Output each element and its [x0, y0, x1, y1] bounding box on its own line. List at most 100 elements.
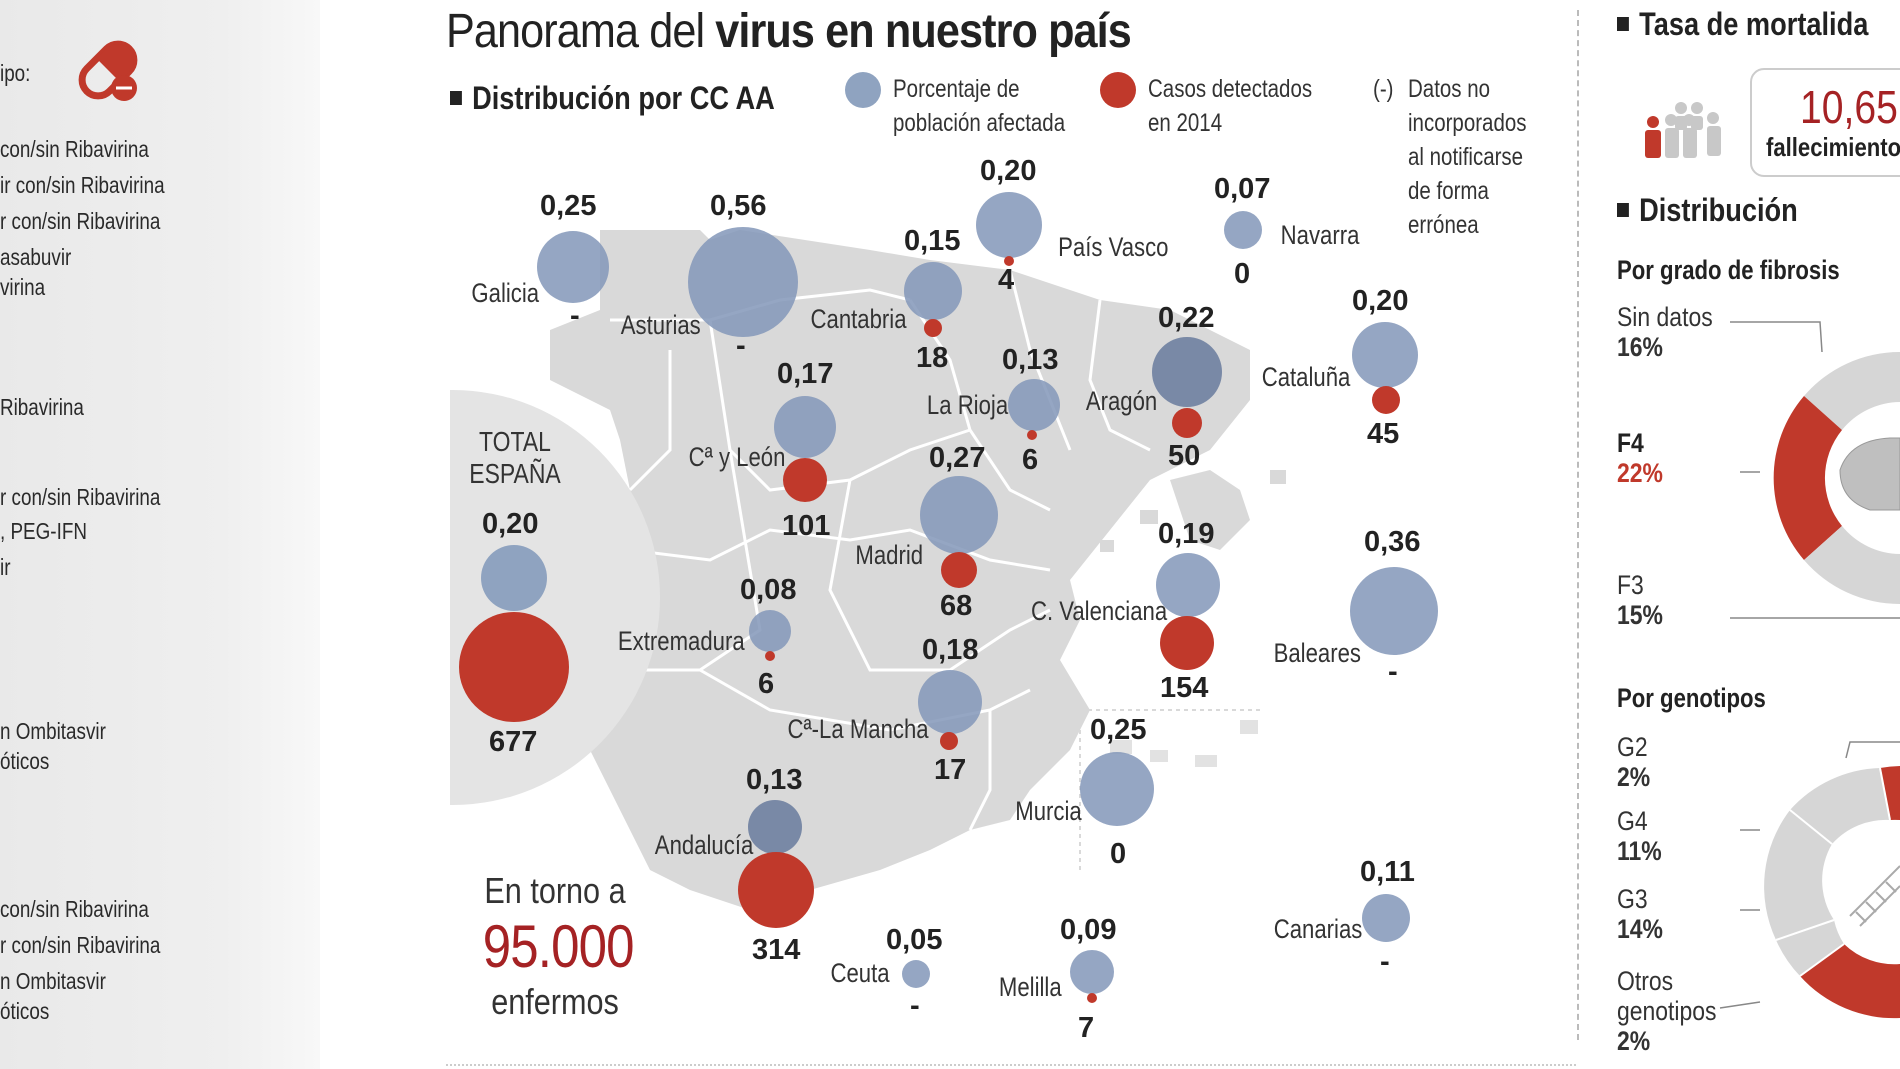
- region-cases-value: -: [736, 330, 746, 362]
- region-cases-dot: [1027, 430, 1037, 440]
- canarias-island: [1240, 720, 1258, 734]
- region-name: Ceuta: [830, 958, 890, 988]
- patients-line3: enfermos: [491, 981, 619, 1022]
- left-text-line: ir con/sin Ribavirina: [0, 172, 165, 198]
- region-border: [968, 710, 992, 831]
- region-name: Galicia: [471, 278, 540, 308]
- region-border: [1008, 269, 1072, 451]
- region-name: Asturias: [620, 310, 701, 340]
- donut-segment-f4: [1773, 396, 1842, 560]
- genotype-percent: 2%: [1617, 1026, 1651, 1056]
- region-cases-value: -: [910, 990, 920, 1022]
- left-text-line: r con/sin Ribavirina: [0, 932, 161, 958]
- fibrosis-label-f3: F3 15%: [1617, 570, 1663, 630]
- left-text-line: con/sin Ribavirina: [0, 136, 149, 162]
- region-cases-dot: [1160, 616, 1214, 670]
- genotype-percent: 2%: [1617, 762, 1651, 792]
- title-bold: virus en nuestro país: [715, 5, 1132, 58]
- leader-line: [1730, 321, 1823, 353]
- region-percent-bubble: [1224, 211, 1262, 249]
- patients-number: 95.000: [482, 913, 635, 980]
- fibrosis-percent: 15%: [1617, 600, 1663, 630]
- mortality-value: 10,65: [1800, 81, 1898, 133]
- square-bullet-icon: [450, 90, 462, 105]
- region-cases-dot: [941, 552, 977, 588]
- region-cases-value: 101: [782, 510, 831, 542]
- region-percent-bubble: [749, 610, 791, 652]
- canarias-island: [1195, 755, 1217, 767]
- mortality-label: fallecimiento: [1766, 132, 1900, 162]
- fibrosis-name: F3: [1617, 570, 1644, 600]
- baleares-islet: [1100, 540, 1114, 552]
- baleares-islet: [1140, 510, 1158, 524]
- donut-segment-otros: [1776, 920, 1844, 976]
- region-percent-value: 0,09: [1060, 914, 1117, 946]
- distribution-right-title: Distribución: [1617, 192, 1798, 229]
- leader-line: [1845, 741, 1900, 759]
- region-percent-bubble: [902, 960, 930, 988]
- left-text-line: , PEG-IFN: [0, 518, 87, 544]
- region-cases-dot: [765, 651, 775, 661]
- region-cases-dot: [940, 732, 958, 750]
- region-cases-value: 154: [1160, 672, 1209, 704]
- region-percent-bubble: [1152, 337, 1222, 407]
- missing-legend-symbol: (-): [1373, 75, 1394, 103]
- population-legend-label: Porcentaje de población afectada: [893, 75, 1066, 137]
- region-percent-value: 0,25: [540, 190, 597, 222]
- region-percent-value: 0,08: [740, 574, 797, 606]
- donut-segment-sin-datos: [1804, 351, 1900, 430]
- pill-capsule-icon: [78, 40, 138, 101]
- left-text-line: con/sin Ribavirina: [0, 896, 149, 922]
- region-name: Cataluña: [1261, 362, 1351, 392]
- left-text-line: n Ombitasvir: [0, 968, 106, 994]
- left-text-line: óticos: [0, 748, 50, 774]
- mortality-title-text: Tasa de mortalida: [1639, 6, 1869, 42]
- genotypes-donut-chart: [1719, 741, 1900, 1019]
- genotype-percent: 14%: [1617, 914, 1663, 944]
- region-name: C. Valenciana: [1030, 596, 1168, 626]
- spain-map: [550, 230, 1286, 910]
- left-text-line: asabuvir: [0, 244, 72, 270]
- region-name: Canarias: [1273, 914, 1363, 944]
- region-name: Cª y León: [688, 442, 786, 472]
- genotype-label-otros: Otros genotipos 2%: [1617, 966, 1719, 1056]
- region-name: Extremadura: [617, 626, 745, 656]
- region-percent-bubble: [1070, 950, 1114, 994]
- region-percent-value: 0,15: [904, 225, 961, 257]
- region-percent-value: 0,07: [1214, 173, 1271, 205]
- left-text-line: ipo:: [0, 60, 31, 86]
- region-percent-value: 0,56: [710, 190, 767, 222]
- region-percent-bubble: [1352, 322, 1418, 388]
- region-cases-value: 0: [1110, 838, 1127, 870]
- donut-segment-g2: [1880, 766, 1900, 820]
- donut-segment-f3: [1804, 526, 1900, 605]
- fibrosis-percent: 22%: [1617, 458, 1663, 488]
- region-cases-value: 17: [934, 754, 967, 786]
- genotype-label-g3: G3 14%: [1617, 884, 1663, 944]
- donut-segment-g1: [1800, 944, 1900, 1019]
- region-name: Madrid: [855, 540, 924, 570]
- donut-hole: [1834, 826, 1900, 958]
- region-border: [1088, 299, 1151, 452]
- region-percent-bubble: [904, 262, 962, 320]
- region-cases-dot: [1172, 408, 1202, 438]
- region-percent-value: 0,18: [922, 634, 979, 666]
- left-text-line: Ribavirina: [0, 394, 84, 420]
- genotype-label-g4: G4 11%: [1617, 806, 1662, 866]
- region-percent-bubble: [1080, 752, 1154, 826]
- genotype-name: G3: [1617, 884, 1648, 914]
- region-percent-value: 0,11: [1360, 856, 1415, 888]
- region-cases-value: -: [1380, 946, 1390, 978]
- genotype-name: G2: [1617, 732, 1648, 762]
- total-cases-value: 677: [489, 726, 538, 758]
- people-group-icon: [1645, 102, 1721, 158]
- region-percent-value: 0,22: [1158, 302, 1215, 334]
- donut-segment-g3: [1764, 810, 1834, 940]
- canarias-inset-frame: [1079, 709, 1260, 870]
- total-spain-label: TOTAL ESPAÑA: [469, 426, 561, 489]
- region-cases-value: 314: [752, 934, 801, 966]
- baleares-shape: [1170, 470, 1250, 550]
- leader-line: [1719, 1001, 1761, 1009]
- region-percent-value: 0,19: [1158, 518, 1215, 550]
- region-cases-value: -: [1388, 656, 1398, 688]
